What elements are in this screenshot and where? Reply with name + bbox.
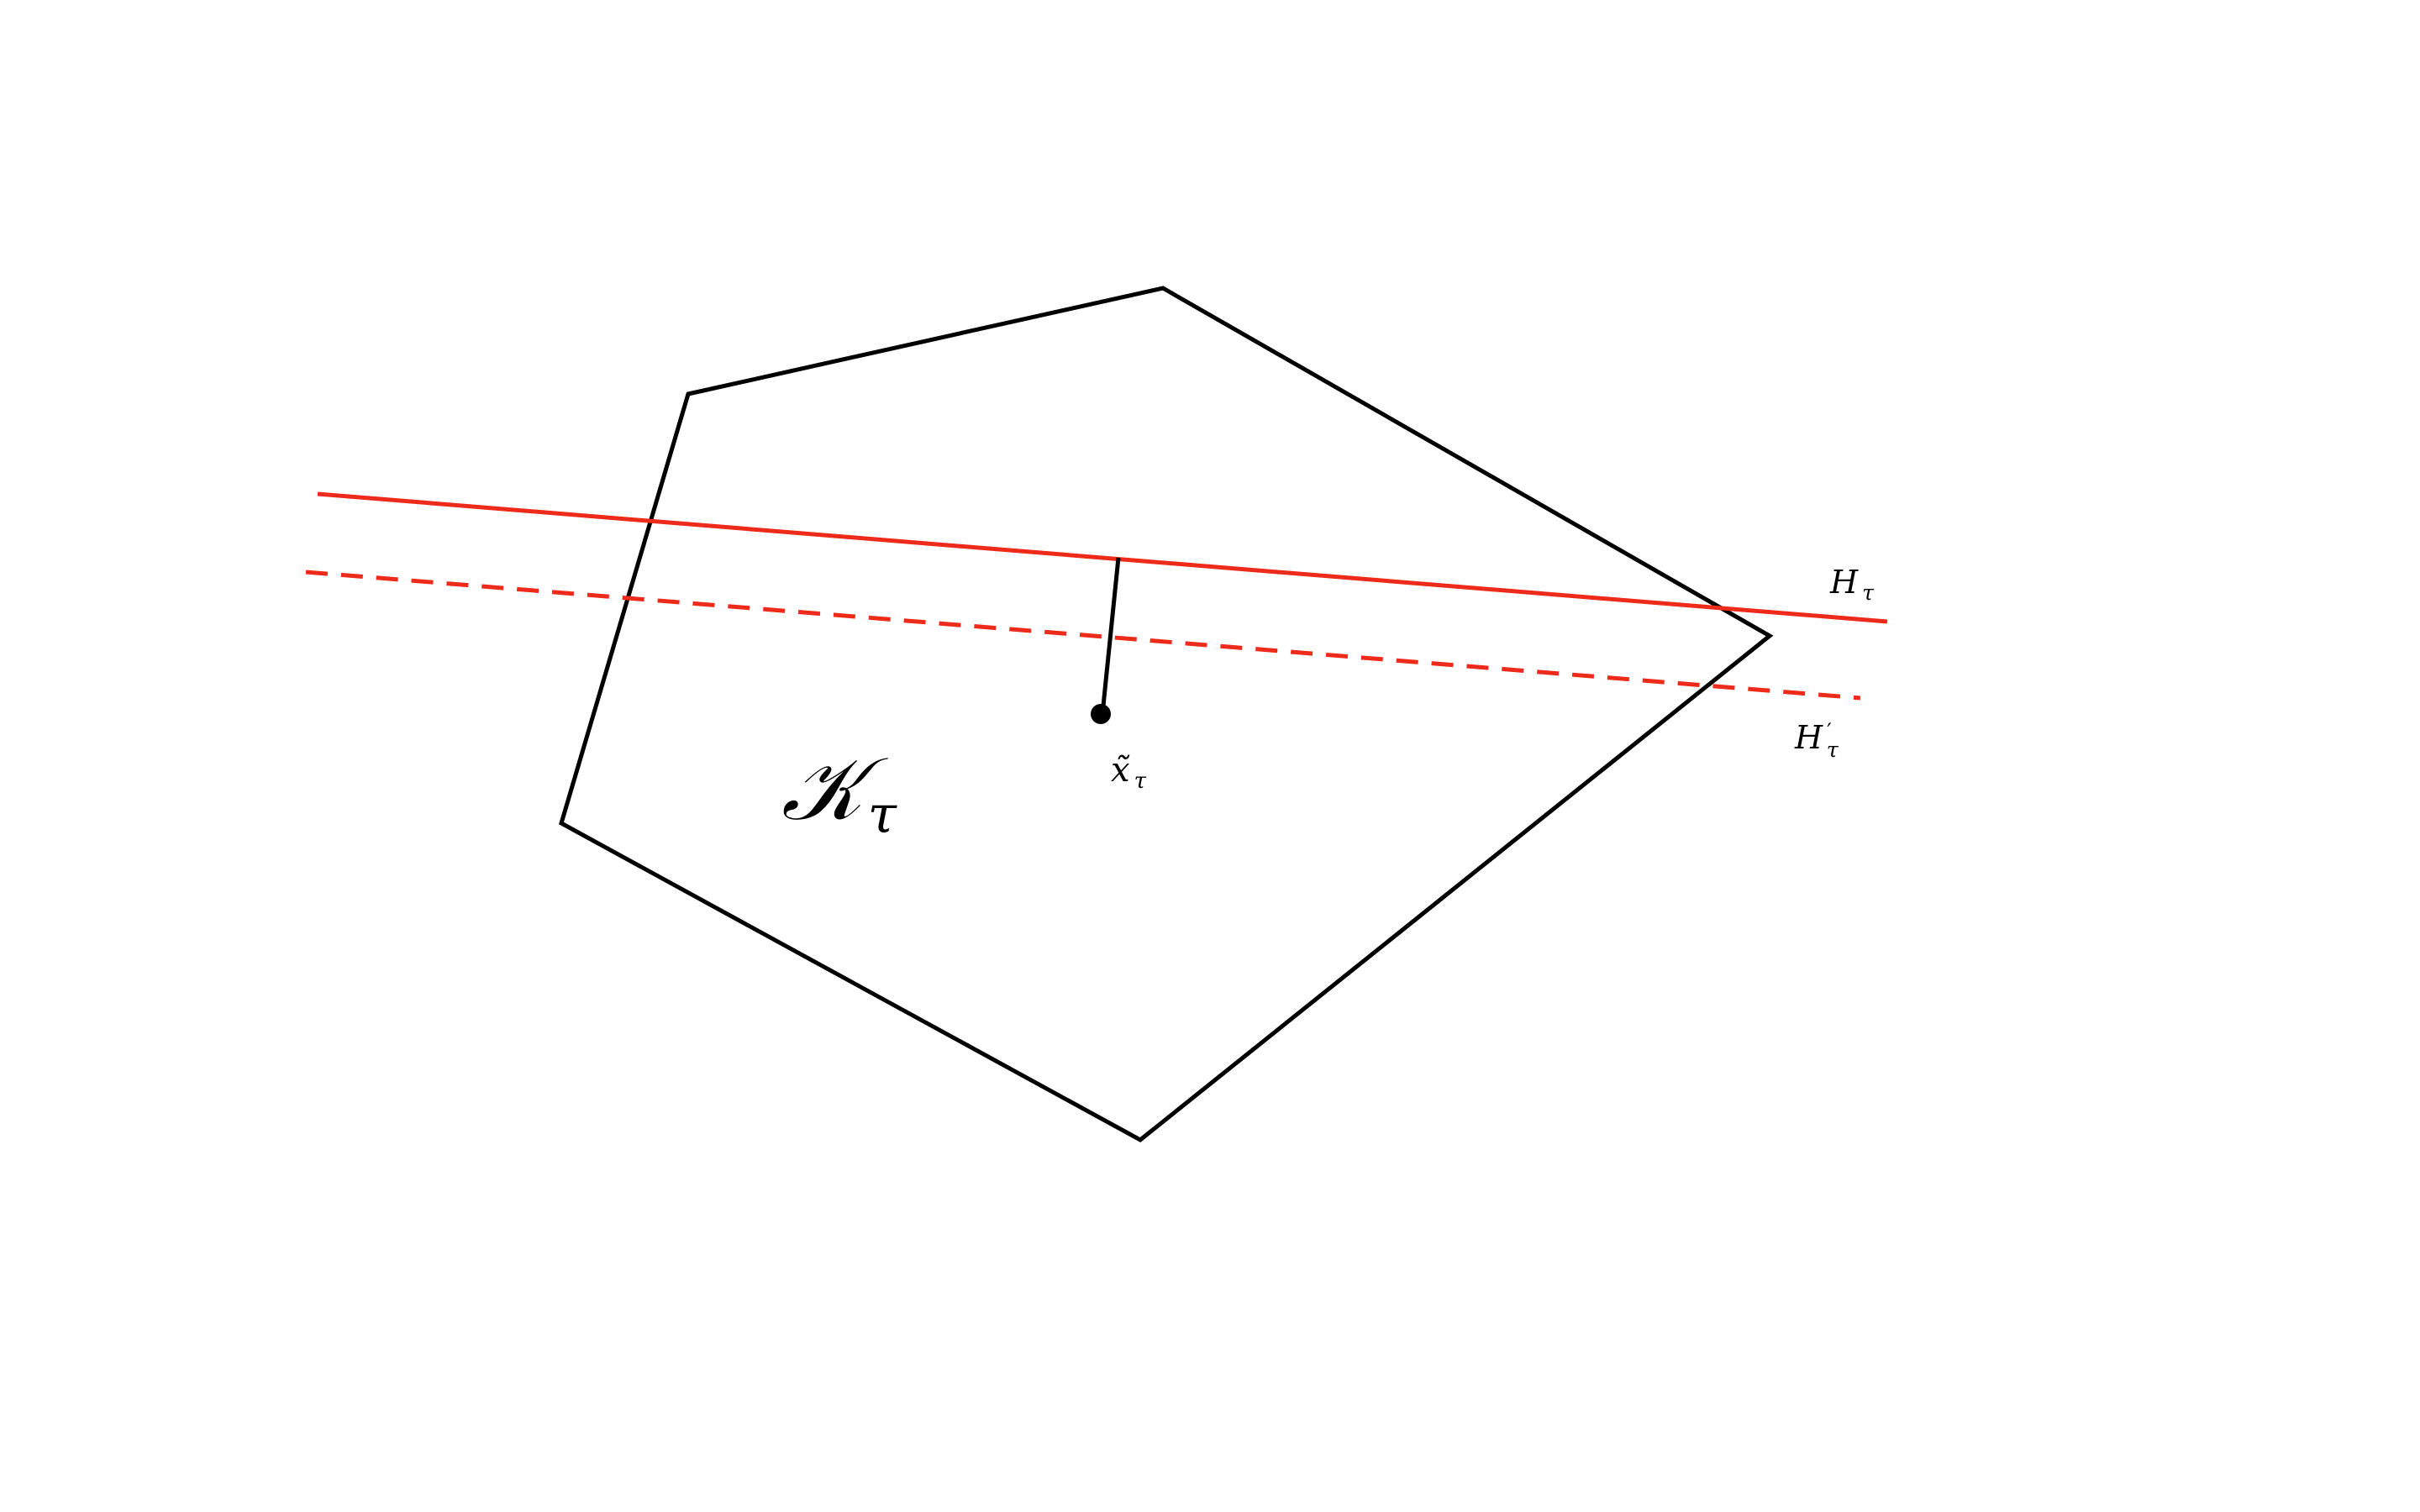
shifted-hyperplane-label: H ′ τ [1794, 719, 1839, 762]
shifted-hyperplane-dashed-line [305, 570, 1861, 701]
distance-segment [1100, 557, 1121, 715]
point-marker [1091, 704, 1111, 724]
point-label: x̃ τ [1111, 751, 1147, 794]
set-label: 𝒦 τ [781, 738, 898, 845]
hyperplane-label: H τ [1829, 564, 1875, 605]
convex-set-polygon [559, 286, 1774, 1142]
hyperplane-line [317, 491, 1888, 624]
